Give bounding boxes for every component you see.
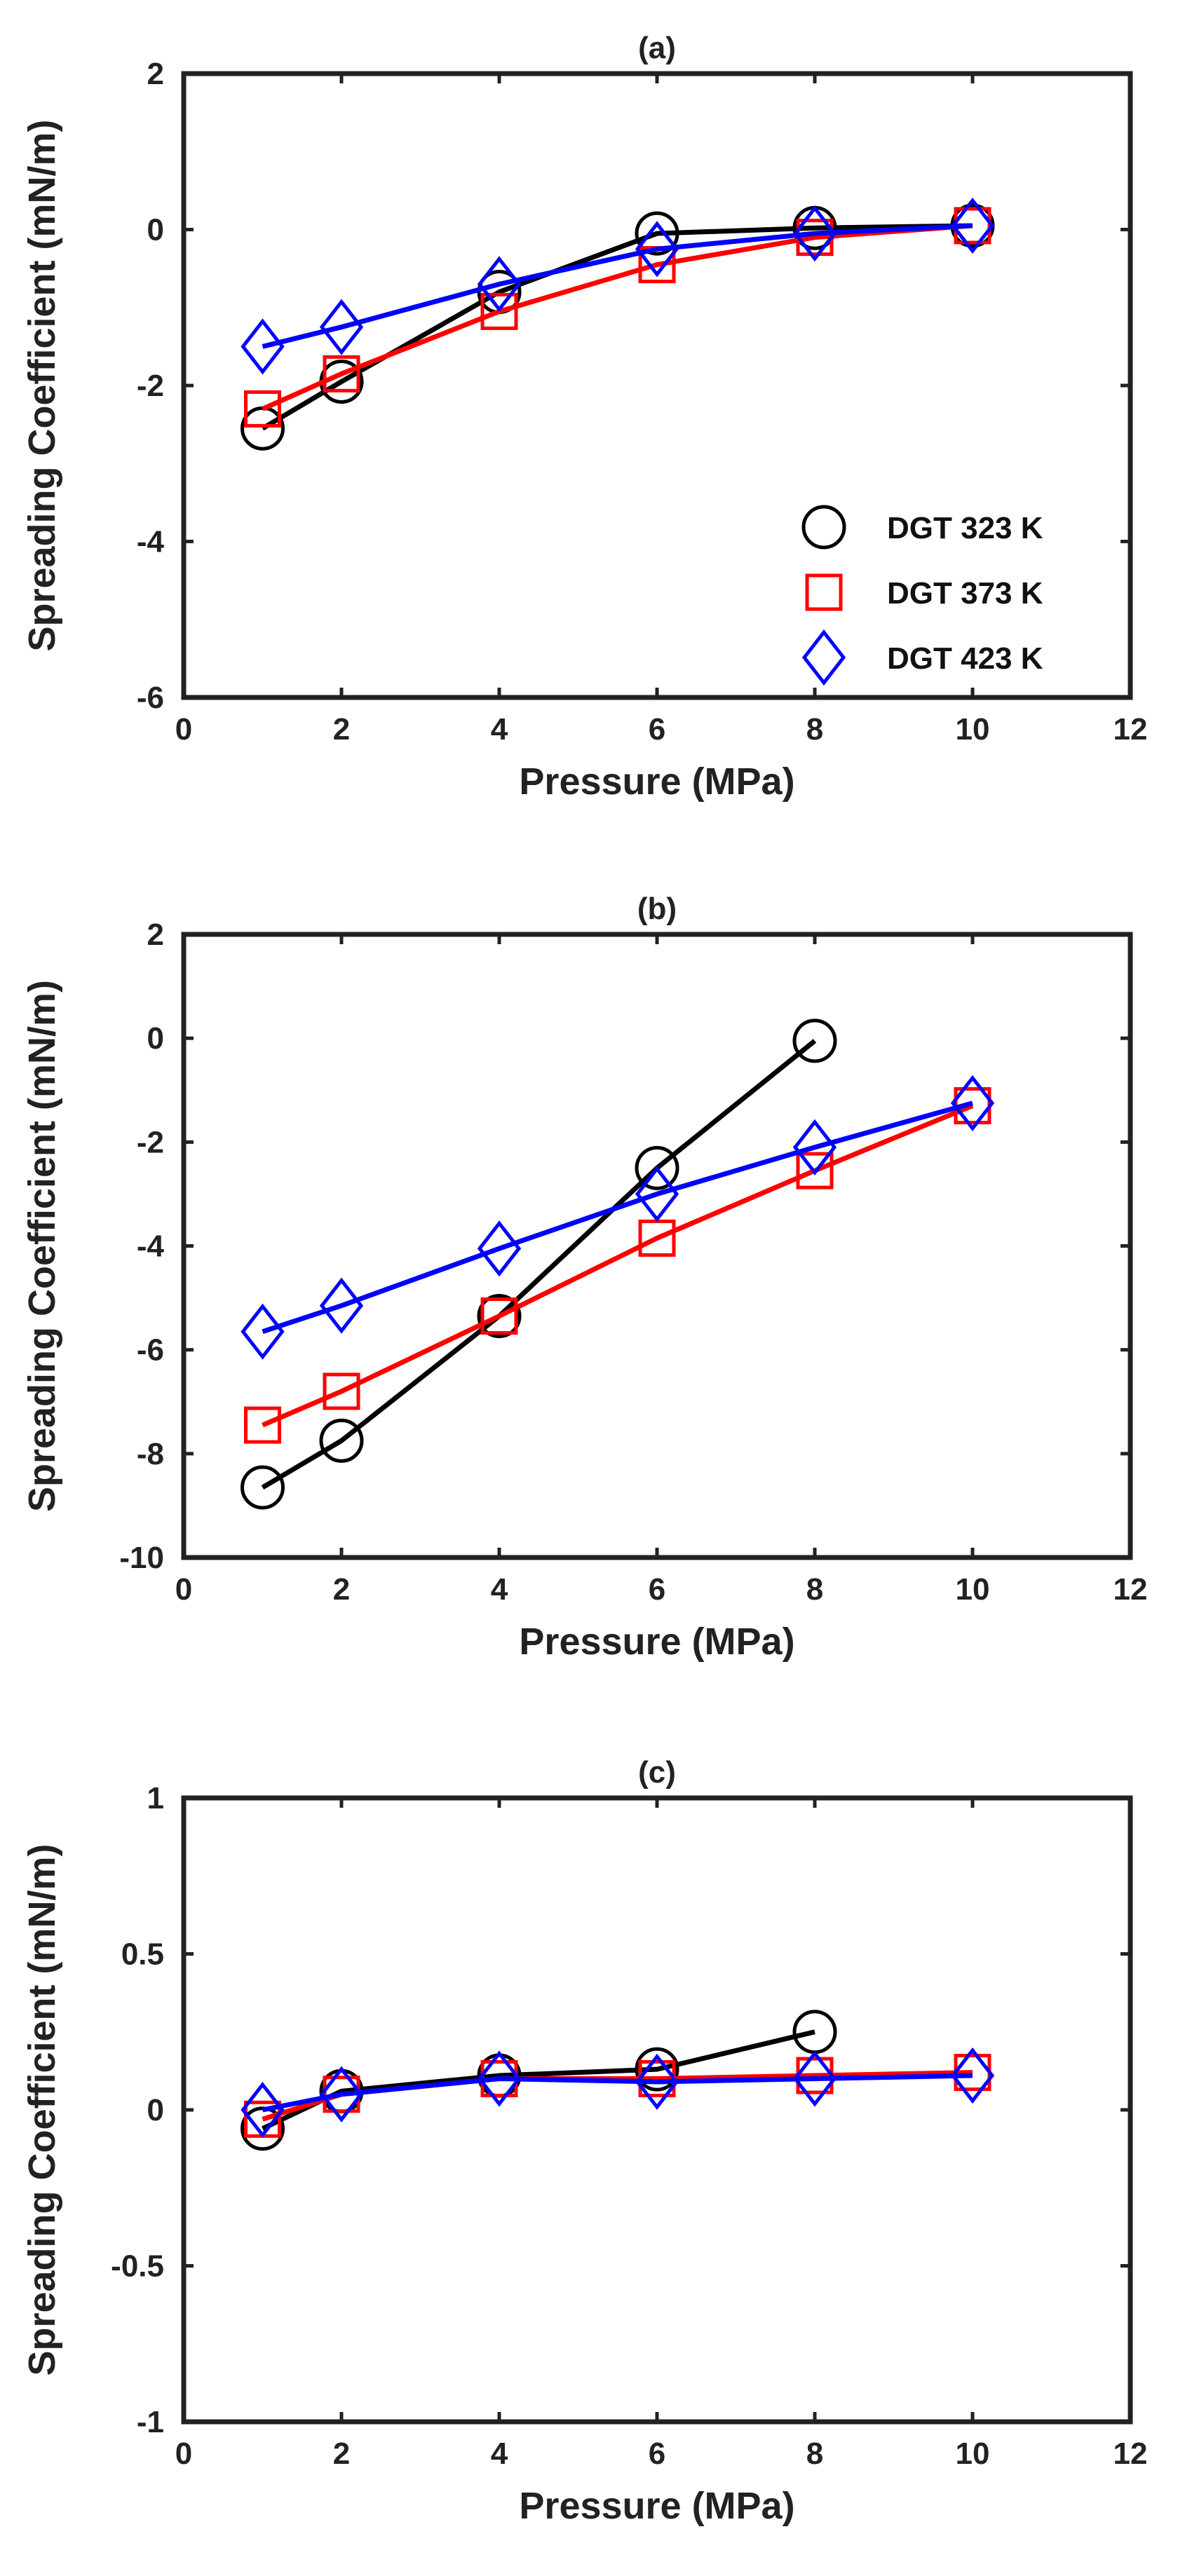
data-point-diamond xyxy=(635,2053,679,2111)
x-tick-label: 0 xyxy=(175,1572,192,1607)
y-tick-label: -2 xyxy=(137,1125,164,1159)
x-axis-label: Pressure (MPa) xyxy=(519,1621,794,1663)
data-point-diamond xyxy=(950,1075,995,1131)
chart-title: (c) xyxy=(638,1755,676,1790)
y-tick-label: -1 xyxy=(137,2405,164,2439)
data-point-diamond xyxy=(241,318,285,375)
data-point-square xyxy=(323,1372,360,1410)
x-tick-label: 10 xyxy=(956,2437,990,2471)
data-point-square xyxy=(796,1152,834,1190)
data-point-circle xyxy=(319,1418,364,1463)
data-point-square xyxy=(244,390,281,428)
chart-panel-2: (b) 0 2 4 6 8 10 12 -10 -8 -6 -4 -2 0 2 Pressure (MPa) S… xyxy=(21,892,1147,1663)
x-tick-label: 8 xyxy=(806,2437,823,2471)
data-point-circle xyxy=(635,2047,679,2092)
legend-label: DGT 323 K xyxy=(887,511,1043,545)
data-point-circle xyxy=(241,1465,285,1510)
data-point-diamond xyxy=(477,1220,522,1277)
x-tick-label: 12 xyxy=(1113,1572,1148,1607)
data-point-diamond xyxy=(635,1166,679,1222)
chart-panel-1: (a) 0 2 4 6 8 10 12 -6 -4 -2 0 2 Pressure (MPa) Spread… xyxy=(21,31,1147,803)
x-tick-label: 10 xyxy=(956,712,990,747)
data-point-diamond xyxy=(319,2066,364,2122)
data-point-square xyxy=(244,1406,281,1444)
data-point-circle xyxy=(477,1294,522,1339)
legend-marker-diamond xyxy=(801,629,846,686)
series-line-3 xyxy=(262,1100,973,1335)
data-point-square xyxy=(323,355,360,393)
data-point-circle xyxy=(635,1145,679,1190)
series-line-2 xyxy=(262,223,973,411)
x-tick-label: 6 xyxy=(649,1572,665,1607)
y-tick-label: -10 xyxy=(119,1541,164,1575)
x-tick-label: 0 xyxy=(175,712,192,747)
legend-label: DGT 423 K xyxy=(887,641,1043,676)
x-tick-label: 12 xyxy=(1113,2437,1148,2471)
data-point-diamond xyxy=(241,2081,285,2139)
data-point-diamond xyxy=(950,197,995,254)
y-tick-label: -0.5 xyxy=(111,2249,164,2284)
y-tick-label: -4 xyxy=(137,1229,165,1264)
legend-marker-circle xyxy=(801,505,846,550)
plot-frame xyxy=(181,71,1133,700)
data-point-circle xyxy=(792,1018,837,1063)
y-tick-label: 0 xyxy=(147,1021,164,1056)
data-point-diamond xyxy=(635,221,679,278)
x-tick-label: 12 xyxy=(1113,712,1148,747)
data-point-diamond xyxy=(477,256,522,313)
series-line-2 xyxy=(262,1103,974,1428)
legend-marker-square xyxy=(805,573,843,611)
y-tick-label: -6 xyxy=(137,1333,164,1368)
y-tick-label: 1 xyxy=(147,1781,164,1815)
data-point-diamond xyxy=(319,299,364,355)
chart-title: (b) xyxy=(637,892,677,926)
x-tick-label: 8 xyxy=(806,712,823,747)
chart-title: (a) xyxy=(638,31,676,65)
plot-frame xyxy=(181,1795,1133,2425)
x-tick-label: 6 xyxy=(649,2437,665,2471)
x-tick-label: 4 xyxy=(491,1572,508,1607)
y-axis-label: Spreading Coefficient (mN/m) xyxy=(21,980,63,1512)
data-point-square xyxy=(480,292,518,330)
y-tick-label: 2 xyxy=(147,918,164,952)
x-tick-label: 8 xyxy=(806,1572,823,1607)
x-tick-label: 2 xyxy=(333,2437,350,2471)
y-tick-label: -8 xyxy=(137,1437,164,1471)
legend: DGT 323 K DGT 373 K DGT 423 K xyxy=(801,505,1043,686)
x-tick-label: 4 xyxy=(491,712,508,747)
x-tick-label: 2 xyxy=(333,712,350,747)
y-tick-label: -4 xyxy=(137,525,165,559)
y-tick-label: 0 xyxy=(147,213,164,247)
y-tick-label: 0 xyxy=(147,2093,164,2127)
x-tick-label: 4 xyxy=(491,2437,508,2471)
y-axis-label: Spreading Coefficient (mN/m) xyxy=(21,1844,63,2376)
plot-frame xyxy=(181,932,1133,1560)
chart-panel-3: (c) 0 2 4 6 8 10 12 -1 -0.5 0 0.5 1 Pressure (MPa) Spr… xyxy=(21,1755,1147,2527)
data-point-diamond xyxy=(319,1277,364,1334)
series-line-3 xyxy=(262,223,973,349)
x-axis-label: Pressure (MPa) xyxy=(519,2485,794,2527)
y-tick-label: 0.5 xyxy=(121,1937,164,1972)
x-tick-label: 6 xyxy=(649,712,665,747)
data-point-square xyxy=(480,1297,518,1335)
series-line-3 xyxy=(262,2073,973,2113)
x-tick-label: 2 xyxy=(333,1572,350,1607)
y-tick-label: -6 xyxy=(137,681,164,715)
legend-label: DGT 373 K xyxy=(887,576,1043,611)
x-axis-label: Pressure (MPa) xyxy=(519,761,794,803)
data-point-circle xyxy=(635,211,679,256)
data-point-diamond xyxy=(950,2047,995,2104)
y-axis-label: Spreading Coefficient (mN/m) xyxy=(21,119,63,651)
data-point-diamond xyxy=(477,2050,522,2107)
data-point-diamond xyxy=(792,1119,837,1175)
data-point-diamond xyxy=(792,2050,837,2107)
y-tick-label: 2 xyxy=(147,57,164,91)
y-tick-label: -2 xyxy=(137,369,164,403)
data-point-diamond xyxy=(241,1303,285,1360)
x-tick-label: 0 xyxy=(175,2437,192,2471)
data-point-diamond xyxy=(792,205,837,262)
x-tick-label: 10 xyxy=(956,1572,990,1607)
